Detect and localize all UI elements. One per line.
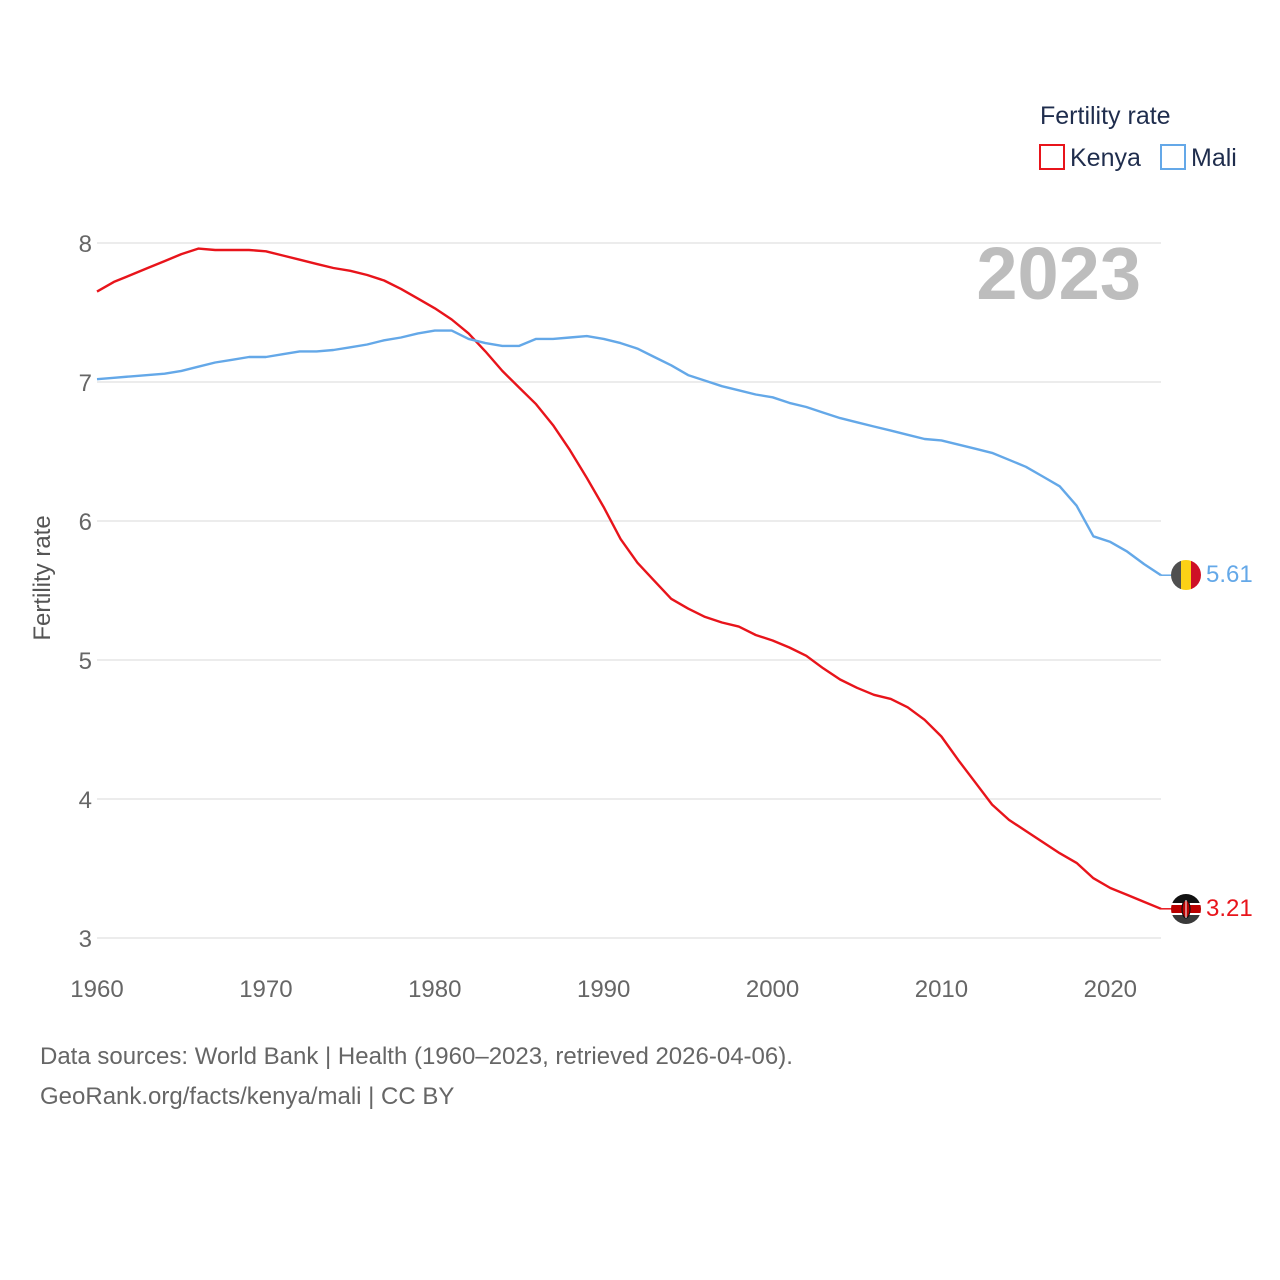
x-tick-label: 1990	[577, 976, 630, 1003]
x-tick-label: 2010	[915, 976, 968, 1003]
footer-credit: GeoRank.org/facts/kenya/mali | CC BY	[40, 1083, 455, 1110]
legend-swatch-mali	[1160, 144, 1186, 170]
footer-source: Data sources: World Bank | Health (1960–…	[40, 1043, 793, 1070]
mali-flag-icon	[1171, 560, 1201, 590]
series-line-kenya	[96, 247, 1162, 910]
kenya-end-value: 3.21	[1206, 895, 1253, 922]
mali-end-value: 5.61	[1206, 561, 1253, 588]
legend-label-kenya: Kenya	[1070, 144, 1141, 172]
y-tick-label: 4	[79, 787, 92, 814]
x-tick-label: 1980	[408, 976, 461, 1003]
y-axis-label: Fertility rate	[29, 515, 56, 640]
x-tick-label: 1970	[239, 976, 292, 1003]
legend: Fertility rate Kenya Mali	[1039, 102, 1237, 172]
gridlines	[97, 242, 1161, 939]
x-tick-label: 2020	[1084, 976, 1137, 1003]
x-axis-ticks: 1960 1970 1980 1990 2000 2010 2020	[70, 976, 1137, 1003]
series-lines	[96, 247, 1172, 910]
legend-swatch-kenya	[1039, 144, 1065, 170]
year-label: 2023	[976, 232, 1141, 315]
legend-title: Fertility rate	[1040, 102, 1171, 130]
x-tick-label: 2000	[746, 976, 799, 1003]
y-axis-ticks: 3 4 5 6 7 8	[79, 231, 92, 953]
kenya-flag-icon	[1171, 894, 1201, 924]
series-line-mali	[96, 329, 1162, 577]
x-tick-label: 1960	[70, 976, 123, 1003]
y-tick-label: 5	[79, 648, 92, 675]
legend-label-mali: Mali	[1191, 144, 1237, 172]
y-tick-label: 3	[79, 926, 92, 953]
y-tick-label: 7	[79, 370, 92, 397]
y-tick-label: 6	[79, 509, 92, 536]
y-tick-label: 8	[79, 231, 92, 258]
